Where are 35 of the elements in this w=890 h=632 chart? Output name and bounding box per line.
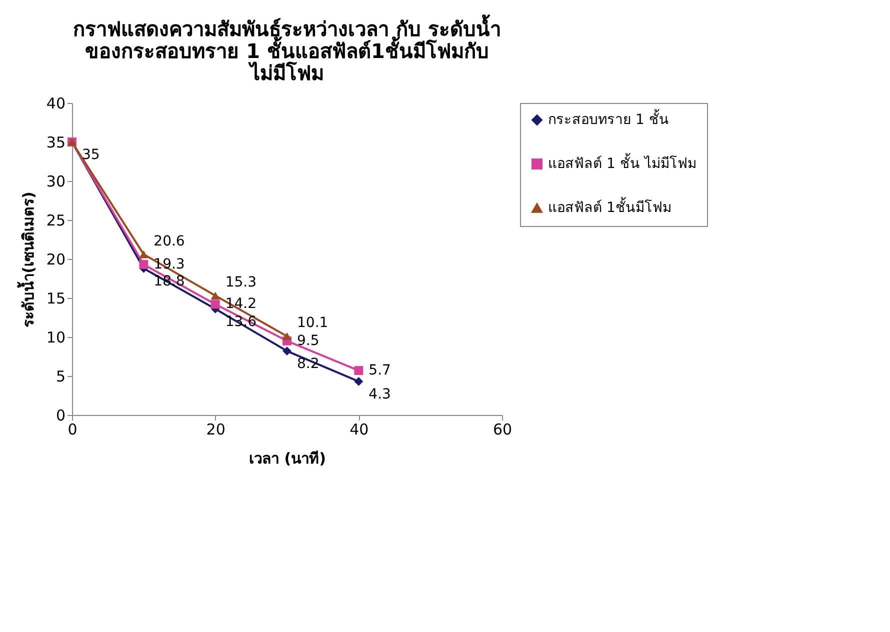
chart-title: กราฟแสดงความสัมพันธ์ระหว่างเวลา กับ ระดับน้ำ ของกระสอบทราย 1 ชั้นแอสฟัลต์1ชั้นมีโฟมกับ ไม่มีโฟม [73, 14, 501, 85]
y-tick-label: 20 [46, 250, 66, 268]
x-tick-label: 60 [492, 420, 512, 438]
point [139, 260, 148, 269]
point [282, 346, 292, 356]
point [354, 376, 364, 386]
data-label: 5.7 [368, 362, 391, 379]
legend-label: แอสฟัลต์ 1 ชั้น ไม่มีโฟม [548, 153, 696, 172]
x-axis-title: เวลา (นาที) [249, 450, 326, 468]
point [210, 300, 220, 309]
data-label: 20.6 [154, 233, 185, 250]
data-label: 4.3 [368, 386, 391, 402]
y-tick-label: 15 [46, 290, 66, 308]
legend-label: กระสอบทราย 1 ชั้น [548, 109, 669, 128]
data-label: 10.1 [297, 315, 328, 332]
y-axis-title: ระดับน้ำ(เซนติเมตร) [16, 192, 38, 328]
x-tick-label: 40 [350, 420, 369, 438]
y-tick-label: 5 [56, 368, 66, 386]
x-tick-label: 0 [68, 420, 78, 438]
y-tick-label: 40 [46, 94, 66, 112]
y-tick-label: 35 [46, 134, 66, 152]
legend-label: แอสฟัลต์ 1ชั้นมีโฟม [548, 197, 672, 216]
point [139, 250, 148, 258]
data-label: 8.2 [297, 356, 320, 372]
point [354, 366, 364, 376]
data-label: 9.5 [297, 332, 320, 349]
y-tick-label: 25 [46, 212, 66, 230]
data-label: 35 [82, 147, 100, 163]
y-tick-label: 10 [46, 328, 66, 346]
y-tick-label: 30 [46, 172, 66, 190]
point [282, 332, 292, 340]
x-tick-label: 20 [206, 420, 226, 438]
point [210, 292, 220, 300]
data-label: 15.3 [225, 274, 257, 291]
y-tick-label: 0 [56, 406, 66, 424]
